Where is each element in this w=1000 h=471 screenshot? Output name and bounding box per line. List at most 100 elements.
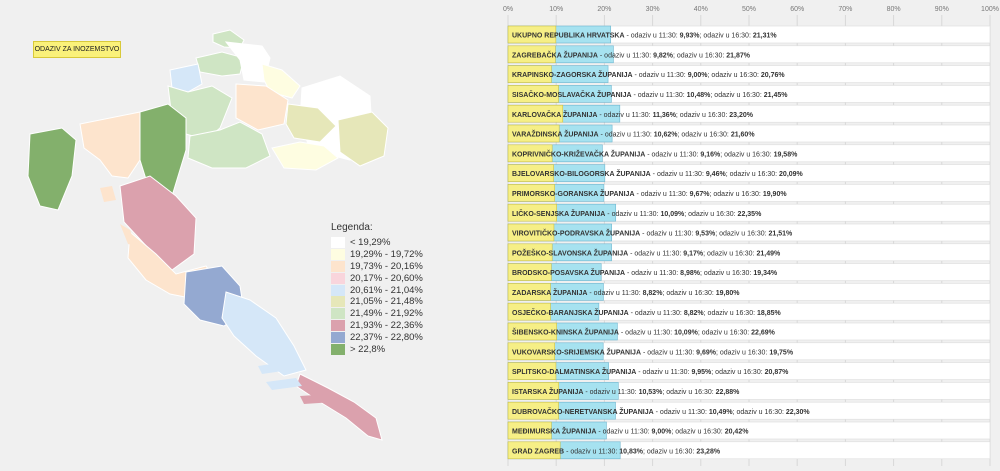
bar-label: OSJEČKO-BARANJSKA ŽUPANIJA - odaziv u 11… (512, 308, 782, 317)
legend-label: > 22,8% (350, 343, 386, 355)
legend-swatch (331, 331, 345, 343)
county-brodsko-posavska[interactable] (271, 141, 339, 171)
legend-rows: < 19,29% 19,29% - 19,72% 19,73% - 20,16% 20… (331, 237, 423, 355)
county-krapinsko-zagorska[interactable] (169, 63, 203, 93)
bar-label: KARLOVAČKA ŽUPANIJA - odaziv u 11:30: 11… (512, 110, 754, 119)
x-tick-label: 100% (981, 6, 999, 13)
x-tick-label: 20% (597, 6, 611, 13)
bar-label: VARAŽDINSKA ŽUPANIJA - odaziv u 11:30: 1… (512, 130, 755, 139)
bar-label: VIROVITIČKO-PODRAVSKA ŽUPANIJA - odaziv … (512, 229, 793, 238)
legend-label: 21,49% - 21,92% (350, 308, 423, 320)
legend-item: < 19,29% (331, 237, 423, 249)
legend-label: < 19,29% (350, 237, 391, 249)
bar-label: POŽEŠKO-SLAVONSKA ŽUPANIJA - odaziv u 11… (512, 248, 781, 257)
croatia-map (27, 29, 389, 441)
island-korcula (300, 394, 334, 404)
legend-swatch (331, 237, 345, 249)
legend-label: 21,05% - 21,48% (350, 296, 423, 308)
map-legend: Legenda: < 19,29% 19,29% - 19,72% 19,73% -… (331, 222, 423, 355)
bar-1130 (507, 124, 560, 143)
legend-item: 21,93% - 22,36% (331, 319, 423, 332)
bar-label: PRIMORSKO-GORANSKA ŽUPANIJA - odaziv u 1… (512, 189, 787, 198)
bar-1130 (507, 65, 552, 83)
bar-label: VUKOVARSKO-SRIJEMSKA ŽUPANIJA - odaziv u… (512, 347, 794, 356)
legend-item: > 22,8% (331, 343, 423, 355)
bar-1130 (507, 45, 556, 64)
county-sisacko-moslavacka[interactable] (187, 121, 271, 169)
legend-title: Legenda: (331, 222, 373, 233)
legend-swatch (331, 284, 345, 296)
legend-label: 19,73% - 20,16% (350, 260, 423, 272)
legend-item: 20,17% - 20,60% (331, 272, 423, 284)
bar-1130 (507, 342, 556, 361)
bar-label: ZAGREBAČKA ŽUPANIJA - odaziv u 11:30: 9,… (512, 50, 751, 59)
bar-1130 (507, 421, 552, 440)
bar-label: ŠIBENSKO-KNINSKA ŽUPANIJA - odaziv u 11:… (512, 328, 776, 337)
x-tick-label: 30% (646, 6, 660, 13)
bar-1130 (507, 302, 551, 321)
abroad-turnout-button[interactable]: ODAZIV ZA INOZEMSTVO (33, 41, 121, 58)
county-bjelovarsko-bilogorska[interactable] (235, 83, 289, 131)
bar-1130 (507, 223, 555, 242)
county-koprivnicko-krizevacka[interactable] (224, 41, 271, 83)
legend-swatch (331, 308, 345, 320)
bar-label: KOPRIVNIČKO-KRIŽEVAČKA ŽUPANIJA - odaziv… (512, 149, 798, 158)
bar-1130 (507, 322, 557, 341)
legend-item: 19,73% - 20,16% (331, 260, 423, 273)
county-primorsko-goranska[interactable] (79, 111, 141, 179)
bar-label: KRAPINSKO-ZAGORSKA ŽUPANIJA - odaziv u 1… (512, 70, 785, 79)
x-tick-label: 0% (503, 6, 513, 13)
x-tick-label: 50% (742, 6, 756, 13)
county-licko-senjska[interactable] (119, 175, 197, 271)
bar-label: LIČKO-SENJSKA ŽUPANIJA - odaziv u 11:30:… (512, 209, 762, 218)
legend-swatch (331, 272, 345, 284)
legend-swatch (331, 319, 345, 331)
legend-label: 21,93% - 22,36% (350, 319, 423, 331)
x-tick-label: 40% (694, 6, 708, 13)
turnout-bar-chart: 0% 10% 20% 30% 40% 50% 60% 70% 80% 90% 100% UKUPNO … (503, 6, 999, 466)
county-pozesko-slavonska[interactable] (285, 103, 337, 143)
bar-label: UKUPNO REPUBLIKA HRVATSKA - odaziv u 11:… (512, 33, 777, 40)
legend-swatch (331, 343, 345, 355)
bar-1130 (507, 362, 557, 380)
chart-panel: 0% 10% 20% 30% 40% 50% 60% 70% 80% 90% 100% UKUPNO … (470, 0, 1000, 471)
island-hvar (266, 378, 302, 390)
bar-label: SPLITSKO-DALMATINSKA ŽUPANIJA - odaziv u… (512, 367, 789, 376)
county-splitsko-dalmatinska[interactable] (221, 291, 307, 377)
map-panel: ODAZIV ZA INOZEMSTVO Legenda: < 19,29% 19… (0, 0, 470, 471)
bar-1130 (507, 25, 557, 44)
x-tick-label: 70% (838, 6, 852, 13)
bar-label: BRODSKO-POSAVSKA ŽUPANIJA - odaziv u 11:… (512, 268, 778, 277)
x-tick-label: 90% (935, 6, 949, 13)
island-krk (100, 186, 116, 202)
legend-swatch (331, 296, 345, 308)
bar-1130 (507, 85, 559, 103)
bar-label: SISAČKO-MOSLAVAČKA ŽUPANIJA - odaziv u 1… (512, 90, 788, 99)
bar-label: GRAD ZAGREB - odaziv u 11:30: 10,83%; od… (512, 448, 721, 455)
bar-1130 (507, 263, 552, 281)
bar-1130 (507, 243, 553, 262)
legend-swatch (331, 249, 345, 261)
bar-1130 (507, 283, 551, 301)
county-istarska[interactable] (27, 127, 77, 211)
legend-item: 20,61% - 21,04% (331, 284, 423, 296)
county-dubrovacko-neretvanska[interactable] (295, 373, 383, 441)
county-karlovacka[interactable] (139, 103, 187, 197)
bar-1130 (507, 164, 554, 182)
bar-1130 (507, 382, 560, 400)
bar-1130 (507, 144, 553, 163)
legend-label: 22,37% - 22,80% (350, 331, 423, 343)
bar-1130 (507, 104, 564, 123)
county-vukovarsko-srijemska[interactable] (337, 111, 389, 167)
legend-label: 19,29% - 19,72% (350, 249, 423, 261)
bar-1130 (507, 441, 561, 460)
bar-label: BJELOVARSKO-BILOGORSKA ŽUPANIJA - odaziv… (512, 169, 804, 178)
bar-label: ISTARSKA ŽUPANIJA - odaziv u 11:30: 10,5… (512, 387, 740, 396)
bar-1130 (507, 401, 559, 420)
legend-label: 20,61% - 21,04% (350, 284, 423, 296)
x-tick-label: 60% (790, 6, 804, 13)
bar-label: MEĐIMURSKA ŽUPANIJA - odaziv u 11:30: 9,… (512, 427, 749, 436)
bar-1130 (507, 184, 555, 202)
x-tick-label: 10% (549, 6, 563, 13)
x-tick-label: 80% (887, 6, 901, 13)
